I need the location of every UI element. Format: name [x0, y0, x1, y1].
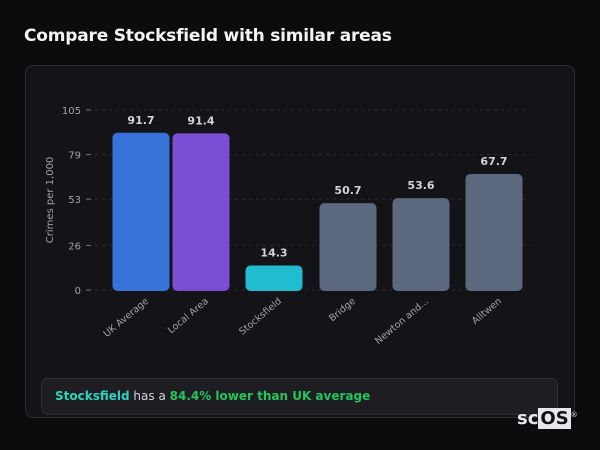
y-tick-label: 53 [68, 195, 81, 206]
summary-highlight: 84.4% lower than UK average [169, 389, 371, 403]
x-tick-label: Bridge [327, 296, 358, 324]
bar [319, 203, 377, 291]
bar-value-label: 50.7 [334, 184, 361, 197]
page-title: Compare Stocksfield with similar areas [24, 26, 392, 46]
bar-value-label: 14.3 [260, 246, 287, 259]
bar [465, 173, 523, 291]
summary-place: Stocksfield [55, 389, 130, 403]
bar-value-label: 67.7 [480, 155, 507, 168]
bar [392, 198, 450, 291]
bar [245, 265, 303, 291]
x-tick-label: Local Area [166, 296, 211, 336]
x-tick-label: Stocksfield [237, 296, 284, 338]
bar [112, 132, 170, 291]
summary-text: has a [129, 389, 170, 403]
x-tick-label: UK Average [102, 296, 151, 340]
x-tick-label: Newton and... [373, 296, 431, 347]
bar-value-label: 53.6 [407, 179, 434, 192]
x-tick-label: Alltwen [470, 296, 504, 327]
y-tick-label: 0 [75, 286, 81, 297]
y-tick-label: 26 [68, 241, 81, 252]
scos-logo: sc OS ® [517, 408, 578, 429]
y-axis-label: Crimes per 1,000 [45, 157, 56, 244]
bar-value-label: 91.7 [127, 114, 154, 127]
bar-value-label: 91.4 [187, 114, 214, 127]
y-tick-label: 105 [62, 106, 81, 117]
y-tick-label: 79 [68, 151, 81, 162]
bar [172, 133, 230, 291]
comparison-summary: Stocksfield has a 84.4% lower than UK av… [41, 378, 558, 415]
